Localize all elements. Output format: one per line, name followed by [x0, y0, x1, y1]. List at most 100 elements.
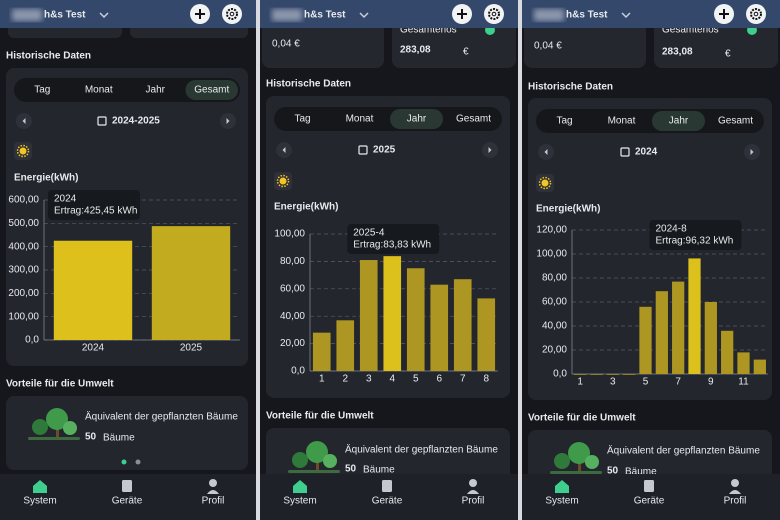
- arrow-icon: [544, 149, 548, 155]
- y-tick-label: 400,00: [8, 241, 39, 252]
- bar: [406, 268, 425, 371]
- tab[interactable]: Monat: [608, 116, 636, 127]
- tab[interactable]: Gesamt: [194, 85, 229, 96]
- tab[interactable]: Monat: [346, 114, 374, 125]
- home-icon: [555, 480, 569, 493]
- app-title: h&s Test: [566, 10, 608, 21]
- nav-label[interactable]: System: [23, 496, 56, 507]
- sun-icon: [541, 179, 549, 187]
- bar: [312, 332, 331, 371]
- tree-trunk: [56, 425, 59, 439]
- section-title: Vorteile für die Umwelt: [6, 379, 114, 390]
- nav-label[interactable]: System: [283, 496, 316, 507]
- page-dot[interactable]: [135, 459, 141, 465]
- tree-crown: [585, 455, 599, 469]
- tab[interactable]: Monat: [85, 85, 113, 96]
- tab[interactable]: Tag: [556, 116, 572, 127]
- period: 2024-2025: [112, 116, 160, 127]
- tab[interactable]: Jahr: [407, 114, 427, 125]
- sun-rays: [538, 176, 552, 190]
- bar: [606, 374, 619, 375]
- active-tab: [390, 109, 443, 129]
- gear-button[interactable]: [222, 4, 242, 24]
- calendar-icon: [620, 147, 630, 157]
- bar: [688, 258, 701, 374]
- gear-button[interactable]: [484, 4, 504, 24]
- plus-icon: [195, 9, 205, 19]
- tree-crown: [323, 454, 337, 468]
- profile-head: [469, 479, 477, 487]
- x-tick-label: 9: [708, 377, 714, 388]
- bar: [453, 279, 472, 371]
- nav-label[interactable]: Geräte: [372, 496, 403, 507]
- currency: €: [463, 47, 469, 58]
- period: 2025: [373, 145, 396, 156]
- chart-title: Energie(kWh): [14, 173, 78, 184]
- x-tick-label: 1: [577, 377, 583, 388]
- tree-crown: [63, 421, 77, 435]
- x-tick-label: 5: [643, 377, 649, 388]
- y-tick-label: 20,00: [542, 345, 567, 356]
- bar: [336, 320, 355, 371]
- tree-crown: [292, 452, 308, 468]
- y-tick-label: 20,00: [280, 338, 305, 349]
- bar: [623, 374, 636, 375]
- bar: [359, 260, 378, 371]
- profile-head: [731, 479, 739, 487]
- x-tick-label: 2: [342, 374, 348, 385]
- profile-body: [207, 490, 219, 494]
- app-title: h&s Test: [304, 10, 346, 21]
- y-tick-label: 40,00: [542, 321, 567, 332]
- tree-unit: Bäume: [103, 433, 135, 444]
- tree-crown: [568, 442, 590, 464]
- nav-label[interactable]: Profil: [462, 496, 485, 507]
- nav-label[interactable]: System: [545, 496, 578, 507]
- bar: [737, 352, 750, 374]
- active-tab: [652, 111, 705, 131]
- nav-label[interactable]: Geräte: [634, 496, 665, 507]
- bar: [753, 359, 766, 374]
- section-title: Historische Daten: [6, 51, 91, 62]
- page-dot[interactable]: [121, 459, 127, 465]
- sun-rays: [16, 144, 30, 158]
- dropdown-icon: [359, 12, 369, 19]
- dropdown-icon: [99, 12, 109, 19]
- tree-crown: [46, 408, 68, 430]
- bar: [574, 374, 587, 375]
- gear-hole: [229, 11, 235, 17]
- nav-label[interactable]: Geräte: [112, 496, 143, 507]
- tab[interactable]: Jahr: [146, 85, 166, 96]
- tooltip-title: 2024-8: [656, 224, 688, 235]
- y-tick-label: 80,00: [542, 273, 567, 284]
- tab[interactable]: Tag: [34, 85, 50, 96]
- currency: €: [725, 49, 731, 60]
- section-title: Vorteile für die Umwelt: [266, 411, 374, 422]
- gear-button[interactable]: [746, 4, 766, 24]
- gear-icon: [750, 8, 762, 20]
- x-tick-label: 7: [675, 377, 681, 388]
- tab[interactable]: Jahr: [669, 116, 689, 127]
- revenue-label: Gesamterlös: [400, 25, 457, 36]
- tab[interactable]: Gesamt: [456, 114, 491, 125]
- bar: [477, 298, 496, 371]
- tree-crown: [554, 453, 570, 469]
- y-tick-label: 100,00: [8, 311, 39, 322]
- bar: [590, 374, 603, 375]
- y-tick-label: 120,00: [536, 225, 567, 236]
- home-icon: [293, 480, 307, 493]
- nav-label[interactable]: Profil: [724, 496, 747, 507]
- sun-rays: [276, 174, 290, 188]
- price: 0,04 €: [272, 39, 300, 50]
- profile-head: [209, 479, 217, 487]
- x-tick-label: 3: [366, 374, 372, 385]
- tab[interactable]: Gesamt: [718, 116, 753, 127]
- blurred-name: [272, 9, 302, 21]
- tab-bar: [274, 107, 502, 131]
- nav-label[interactable]: Profil: [202, 496, 225, 507]
- environment-label: Äquivalent der gepflanzten Bäume: [85, 411, 238, 423]
- arrow-icon: [22, 118, 26, 124]
- tab[interactable]: Tag: [294, 114, 310, 125]
- tree-trunk: [316, 458, 319, 472]
